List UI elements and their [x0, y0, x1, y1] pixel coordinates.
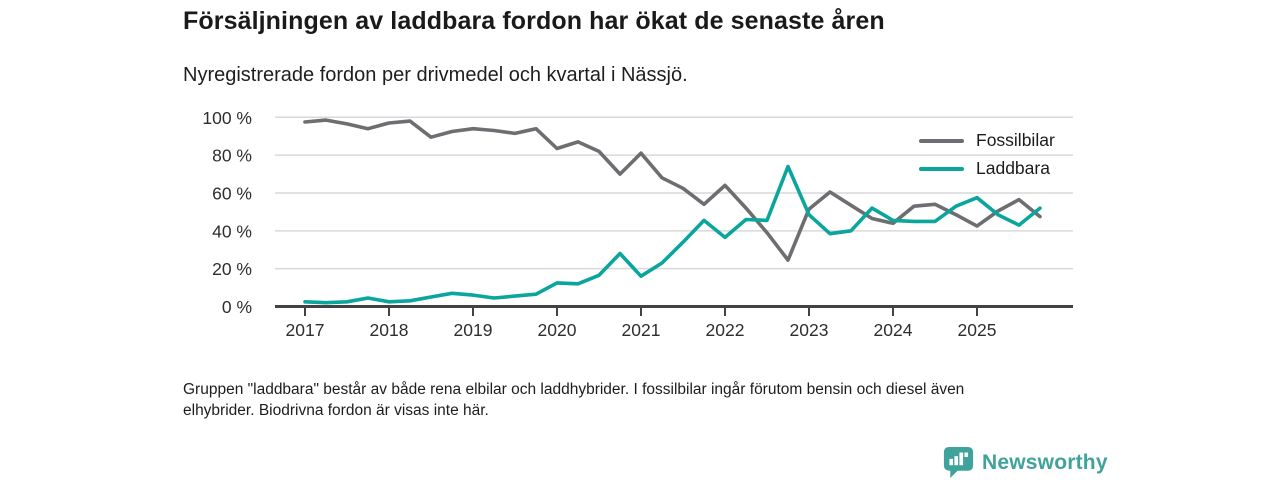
legend-label: Fossilbilar	[976, 130, 1055, 150]
y-axis-tick-label: 100 %	[202, 108, 252, 128]
chart-title: Försäljningen av laddbara fordon har öka…	[183, 7, 885, 35]
bar-chart-pin-badge-icon	[943, 447, 974, 478]
fossilbilar-line-swatch-icon	[919, 138, 964, 143]
y-axis-tick-label: 0 %	[222, 297, 252, 317]
laddbara-line-swatch-icon	[919, 166, 964, 171]
fossilbilar-line	[303, 118, 1042, 262]
y-axis-tick-label: 80 %	[212, 146, 252, 166]
x-axis-tick-label: 2021	[622, 320, 661, 340]
legend-label: Laddbara	[976, 158, 1050, 178]
y-axis-tick-label: 20 %	[212, 259, 252, 279]
x-axis-tick-label: 2018	[370, 320, 409, 340]
x-axis-tick-label: 2017	[286, 320, 325, 340]
x-axis-tick-label: 2023	[790, 320, 829, 340]
y-axis-tick-label: 60 %	[212, 183, 252, 203]
footnote-line: elhybrider. Biodrivna fordon är visas in…	[183, 402, 489, 419]
x-axis-tick-label: 2019	[454, 320, 493, 340]
x-axis-tick-label: 2020	[538, 320, 577, 340]
legend-item-laddbara: Laddbara	[919, 158, 1055, 178]
logo-text: Newsworthy	[982, 450, 1108, 474]
chart-footnote: Gruppen "laddbara" består av både rena e…	[183, 379, 1083, 421]
laddbara-line	[303, 164, 1042, 305]
x-axis-tick-label: 2022	[706, 320, 745, 340]
x-axis-tick-label: 2025	[958, 320, 997, 340]
newsworthy-logo: Newsworthy	[943, 446, 1108, 479]
y-axis-tick-label: 40 %	[212, 221, 252, 241]
legend-item-fossilbilar: Fossilbilar	[919, 130, 1055, 150]
chart-legend: Fossilbilar Laddbara	[919, 130, 1055, 178]
chart-subtitle: Nyregistrerade fordon per drivmedel och …	[183, 64, 688, 86]
x-axis-tick-label: 2024	[874, 320, 913, 340]
footnote-line: Gruppen "laddbara" består av både rena e…	[183, 381, 965, 398]
